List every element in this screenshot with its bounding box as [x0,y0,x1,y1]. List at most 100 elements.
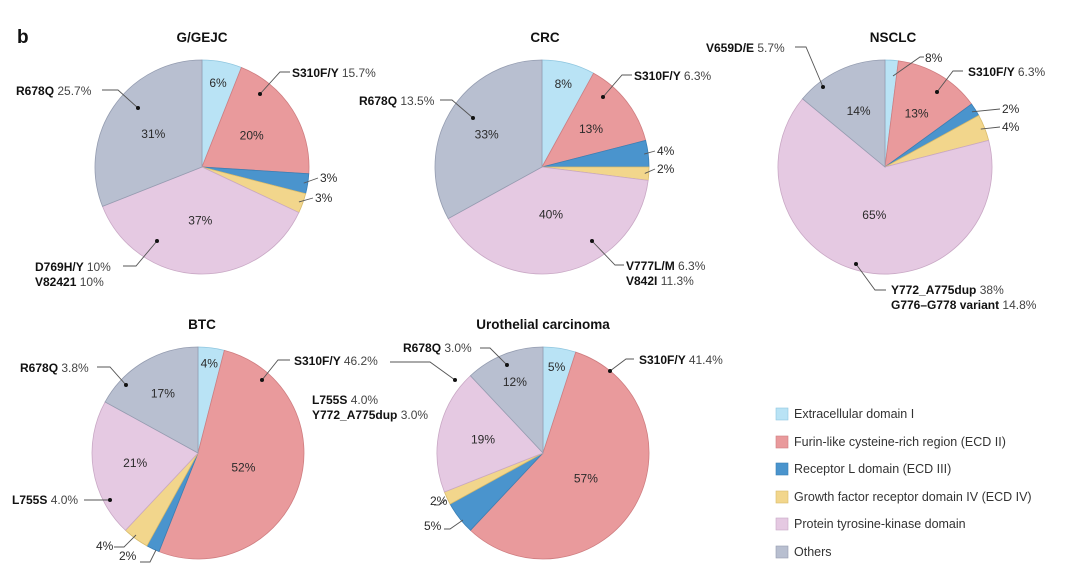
pie-slice [91,401,199,531]
annotation-dot [590,239,594,243]
legend-swatch [775,407,789,421]
annotation-dot [935,90,939,94]
mutation-annotation: S310F/Y 41.4% [639,353,723,367]
mutation-annotation: S310F/Y 46.2% [294,354,378,368]
leader-line [303,177,319,184]
slice-percent-label: 52% [231,461,255,475]
pie-slice [94,59,203,207]
annotation-dot [108,498,112,502]
slice-percent-label: 2% [657,162,675,176]
leader-line [971,108,1001,113]
annotation-leader-line [795,46,824,88]
slice-percent-label: 13% [905,107,929,121]
legend-swatch [775,462,789,476]
mutation-annotation: V777L/M 6.3% [626,259,706,273]
annotation-leader-line [602,74,632,98]
leader-line [114,534,137,548]
chart-title: G/GEJC [176,30,227,45]
legend-swatch [775,435,789,449]
mutation-annotation: R678Q 13.5% [359,94,435,108]
slice-percent-label: 8% [925,51,943,65]
mutation-annotation: Y772_A775dup 3.0% [312,408,428,422]
annotation-leader-line [440,99,474,119]
mutation-annotation: V659D/E 5.7% [706,41,785,55]
annotation-leader-line [259,71,290,95]
mutation-annotation: D769H/Y 10% [35,260,111,274]
slice-percent-label: 12% [503,375,527,389]
annotation-dot [821,85,825,89]
annotation-dot [258,92,262,96]
leader-line [140,549,157,563]
leader-line [434,499,447,506]
mutation-annotation: G776–G778 variant 14.8% [891,298,1037,312]
annotation-dot [453,378,457,382]
slice-percent-label: 4% [657,144,675,158]
pie-slice [469,351,650,560]
leader-line [298,197,314,203]
slice-percent-label: 8% [555,77,573,91]
annotation-dot [854,262,858,266]
slice-percent-label: 4% [96,539,114,553]
annotation-dot [471,116,475,120]
mutation-annotation: S310F/Y 6.3% [968,65,1045,79]
annotation-leader-line [936,70,963,93]
pie-slice [469,346,544,455]
annotation-leader-line [609,358,634,372]
mutation-annotation: V82421 10% [35,275,104,289]
slice-percent-label: 20% [240,129,264,143]
chart-title: Urothelial carcinoma [476,317,610,332]
annotation-dot [608,369,612,373]
pie-chart-crc: CRC 8% 13% 4% 2% 40% 33% S310F/Y 6.3% R678Q 13… [359,30,711,288]
mutation-annotation: R678Q 25.7% [16,84,92,98]
slice-percent-label: 2% [1002,102,1020,116]
slice-percent-label: 65% [862,208,886,222]
annotation-leader-line [855,263,886,291]
annotation-dot [136,106,140,110]
mutation-annotation: R678Q 3.0% [403,341,472,355]
slice-percent-label: 19% [471,433,495,447]
slice-percent-label: 5% [424,519,442,533]
annotation-leader-line [591,240,624,266]
pie-chart-g-gejc: G/GEJC 6% 20% 3% 3% 37% 31% S310F/Y 15.7% R678… [16,30,376,289]
slice-percent-label: 4% [201,357,219,371]
chart-title: BTC [188,317,216,332]
legend-swatch [775,490,789,504]
slice-percent-label: 3% [315,191,333,205]
pie-slice [434,59,543,220]
slice-percent-label: 14% [847,104,871,118]
annotation-leader-line [480,347,508,366]
pie-slice [884,60,973,168]
slice-percent-label: 3% [320,171,338,185]
slice-percent-label: 17% [151,387,175,401]
leader-line [644,150,656,155]
annotation-leader-line [97,366,127,386]
mutation-annotation: R678Q 3.8% [20,361,89,375]
legend-label: Receptor L domain (ECD III) [794,462,951,476]
legend-swatch [775,545,789,559]
annotation-dot [124,383,128,387]
pie-chart-btc: BTC 4% 52% 2% 4% 21% 17% R678Q 3.8% S310F/Y 46… [12,317,378,563]
pie-slice [541,72,647,168]
legend-label: Growth factor receptor domain IV (ECD IV… [794,490,1032,504]
pie-chart-nsclc: NSCLC 8% 13% 2% 4% 65% 14% V659D/E 5.7% S310F/… [706,30,1045,312]
mutation-annotation: V842I 11.3% [626,274,694,288]
leader-line [892,56,924,77]
annotation-leader-line [390,361,456,381]
pie-slice [158,349,305,560]
legend-label: Others [794,545,832,559]
leader-line [644,168,656,174]
chart-title: CRC [530,30,559,45]
pie-slice [436,375,544,493]
slice-percent-label: 57% [574,471,598,485]
slice-percent-label: 5% [548,360,566,374]
slice-percent-label: 13% [579,122,603,136]
panel-letter: b [17,27,29,48]
pie-slice [201,66,310,175]
slice-percent-label: 31% [141,127,165,141]
chart-title: NSCLC [870,30,917,45]
legend-label: Furin-like cysteine-rich region (ECD II) [794,435,1006,449]
leader-line [980,126,1001,130]
slice-percent-label: 33% [475,127,499,141]
legend: Extracellular domain I Furin-like cystei… [775,407,1032,559]
annotation-leader-line [102,89,139,109]
